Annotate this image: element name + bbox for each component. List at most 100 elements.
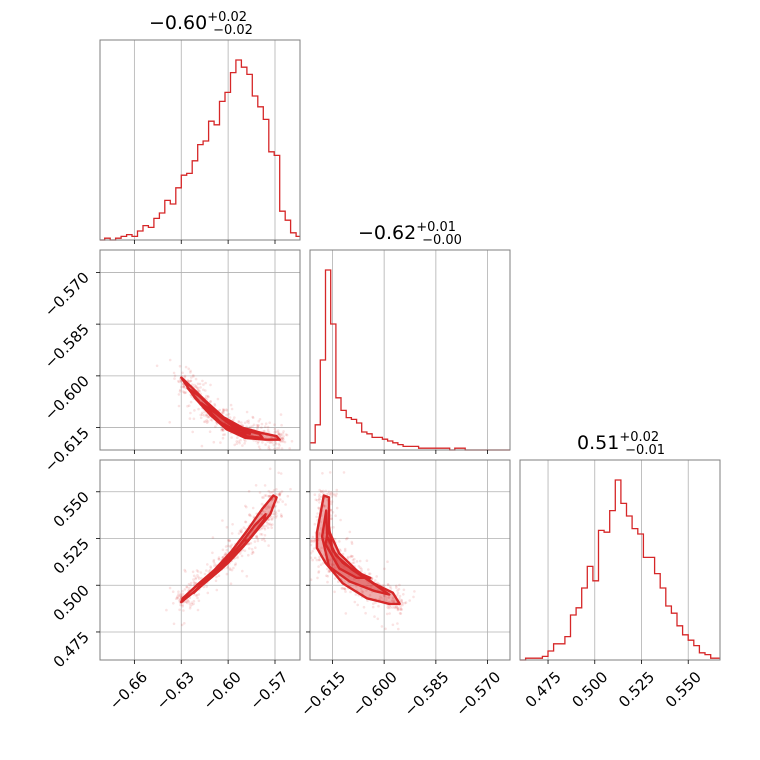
scatter-point — [280, 515, 283, 518]
scatter-point — [242, 526, 246, 529]
scatter-point — [279, 491, 282, 495]
scatter-point — [183, 588, 187, 591]
scatter-point — [263, 510, 267, 514]
scatter-point — [317, 495, 321, 498]
scatter-point — [207, 416, 210, 419]
scatter-point — [314, 498, 318, 502]
scatter-point — [310, 540, 313, 543]
scatter-point — [226, 566, 229, 570]
scatter-point — [252, 551, 255, 554]
scatter-point — [237, 532, 241, 535]
scatter-point — [226, 565, 230, 568]
scatter-point — [192, 374, 195, 377]
scatter-point — [398, 583, 401, 587]
scatter-point — [178, 364, 182, 368]
scatter-point — [260, 512, 263, 516]
scatter-point — [193, 383, 196, 387]
scatter-point — [181, 390, 185, 393]
scatter-point — [192, 417, 196, 421]
scatter-point — [330, 491, 333, 494]
scatter-point — [277, 432, 280, 435]
scatter-point — [324, 489, 328, 493]
scatter-point — [312, 547, 316, 550]
scatter-point — [279, 472, 283, 475]
scatter-point — [189, 605, 192, 608]
scatter-point — [181, 371, 184, 375]
scatter-point — [408, 599, 412, 602]
scatter-point — [380, 625, 384, 628]
scatter-point — [328, 558, 331, 562]
scatter-point — [329, 492, 333, 496]
scatter-point — [332, 563, 336, 567]
scatter-point — [280, 490, 284, 493]
scatter-point — [256, 539, 260, 543]
scatter-point — [230, 532, 234, 535]
scatter-point — [177, 379, 180, 383]
scatter-point — [279, 513, 283, 516]
scatter-point — [221, 556, 224, 560]
scatter-point — [192, 574, 196, 578]
scatter-point — [400, 599, 403, 602]
tick-labels: −0.66 −0.63 −0.60 −0.57 −0.615 −0.600 −0.585 −0… — [41, 269, 705, 720]
scatter-point — [321, 562, 325, 565]
scatter-point — [317, 565, 320, 568]
scatter-point — [350, 555, 354, 558]
scatter-point — [329, 508, 333, 512]
scatter-point — [361, 590, 365, 594]
scatter-point — [313, 556, 317, 560]
scatter-point — [389, 587, 393, 590]
scatter-point — [279, 413, 283, 416]
scatter-point — [228, 568, 232, 571]
scatter-point — [172, 622, 176, 626]
scatter-point — [197, 407, 200, 411]
scatter-point — [268, 494, 271, 498]
scatter-point — [221, 428, 225, 431]
scatter-point — [240, 554, 244, 558]
scatter-point — [320, 546, 323, 550]
scatter-point — [343, 587, 346, 590]
scatter-point — [248, 513, 251, 516]
scatter-point — [387, 595, 391, 599]
scatter-point — [210, 419, 214, 422]
scatter-point — [240, 530, 243, 533]
scatter-point — [274, 441, 277, 444]
scatter-point — [370, 584, 373, 588]
scatter-point — [188, 586, 191, 590]
scatter-point — [271, 490, 274, 494]
scatter-point — [180, 623, 184, 627]
scatter-point — [252, 423, 256, 427]
scatter-point — [391, 599, 394, 603]
title-p1-median: −0.62 — [358, 222, 416, 244]
scatter-point — [199, 386, 202, 389]
scatter-point — [201, 379, 204, 383]
panel-frame-1-0 — [99, 249, 301, 451]
scatter-point — [328, 570, 331, 573]
scatter-point — [349, 554, 353, 558]
scatter-point — [257, 445, 261, 449]
scatter-point — [224, 545, 228, 548]
scatter-point — [187, 367, 190, 371]
scatter-point — [277, 433, 281, 436]
title-p0-median: −0.60 — [149, 12, 207, 34]
scatter-point — [186, 379, 190, 383]
scatter-point — [332, 492, 335, 496]
scatter-point — [395, 605, 398, 608]
scatter-point — [346, 557, 350, 560]
scatter-point — [200, 576, 203, 580]
scatter-point — [318, 532, 322, 535]
scatter-point — [280, 447, 284, 450]
scatter-point — [188, 606, 192, 610]
scatter-point — [383, 567, 386, 571]
scatter-point — [184, 570, 187, 573]
scatter-point — [268, 467, 272, 471]
scatter-point — [362, 605, 366, 609]
contours — [180, 376, 401, 606]
scatter-point — [318, 558, 321, 561]
scatter-point — [178, 599, 181, 602]
scatter-point — [188, 380, 191, 383]
scatter-point — [350, 542, 354, 545]
scatter-point — [179, 592, 183, 596]
scatter-point — [199, 416, 203, 420]
scatter-point — [195, 385, 198, 388]
